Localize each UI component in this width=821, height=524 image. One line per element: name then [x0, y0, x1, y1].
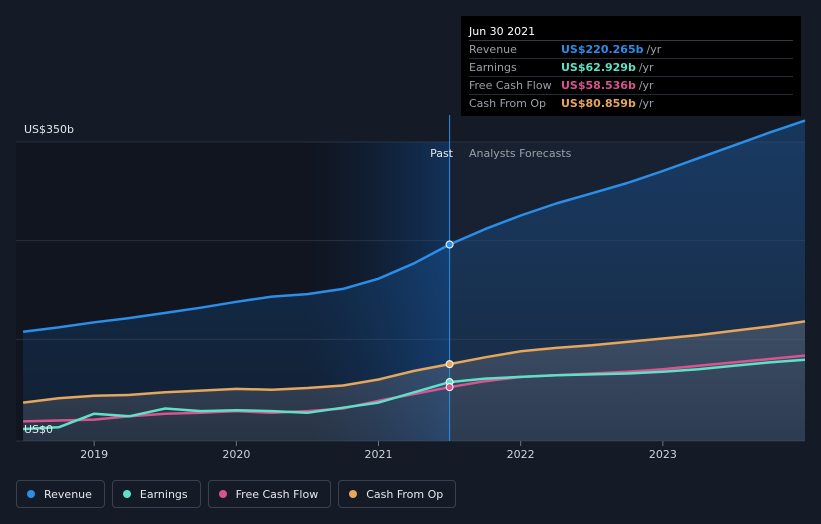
tooltip-unit: /yr — [646, 43, 662, 56]
tooltip: Jun 30 2021 Revenue US$220.265b /yr Earn… — [461, 16, 801, 116]
earnings-line — [23, 358, 806, 431]
legend-dot-icon — [27, 490, 35, 498]
tooltip-label: Free Cash Flow — [469, 79, 552, 92]
x-tick-label: 2022 — [507, 448, 535, 461]
x-tick-label: 2020 — [222, 448, 250, 461]
x-tick-label: 2019 — [80, 448, 108, 461]
revenue-line — [22, 119, 806, 333]
revenue-marker — [445, 240, 454, 249]
tooltip-label: Cash From Op — [469, 97, 547, 110]
legend-label: Earnings — [139, 487, 188, 501]
x-tick-label: 2021 — [365, 448, 393, 461]
tooltip-label: Revenue — [469, 43, 517, 56]
legend-dot-icon — [122, 490, 131, 498]
free-cash-flow-line — [23, 354, 806, 423]
legend-dot-icon — [349, 490, 358, 498]
free-cash-flow-marker — [445, 383, 454, 392]
tooltip-unit: /yr — [638, 79, 654, 92]
tooltip-value: US$80.859b — [561, 97, 636, 110]
y-axis-top-label: US$350b — [24, 123, 74, 136]
tooltip-value: US$58.536b — [561, 79, 636, 92]
legend-label: Revenue — [44, 487, 92, 501]
y-axis-bottom-label: US$0 — [24, 423, 53, 436]
legend-label: Cash From Op — [366, 487, 444, 501]
tooltip-value: US$220.265b — [561, 43, 644, 56]
legend-item-revenue[interactable]: Revenue — [16, 480, 105, 508]
tooltip-row-revenue: Revenue US$220.265b /yr — [469, 41, 793, 59]
tooltip-value: US$62.929b — [561, 61, 636, 74]
legend-item-earnings[interactable]: Earnings — [111, 480, 201, 508]
tooltip-row-earnings: Earnings US$62.929b /yr — [469, 59, 793, 77]
tooltip-row-cash-from-op: Cash From Op US$80.859b /yr — [469, 95, 793, 112]
tooltip-date: Jun 30 2021 — [469, 24, 793, 41]
legend-dot-icon — [218, 490, 227, 498]
forecast-label: Analysts Forecasts — [469, 147, 572, 160]
legend-item-cash-from-op[interactable]: Cash From Op — [338, 480, 457, 508]
tooltip-label: Earnings — [469, 61, 517, 74]
legend-item-free-cash-flow[interactable]: Free Cash Flow — [207, 480, 332, 508]
x-tick-label: 2023 — [649, 448, 677, 461]
past-label: Past — [430, 147, 454, 160]
tooltip-row-free-cash-flow: Free Cash Flow US$58.536b /yr — [469, 77, 793, 95]
cash-from-op-marker — [445, 360, 454, 369]
tooltip-unit: /yr — [638, 97, 654, 110]
legend: Revenue Earnings Free Cash Flow Cash Fro… — [16, 480, 457, 508]
legend-label: Free Cash Flow — [235, 487, 319, 501]
cash-from-op-line — [22, 320, 806, 404]
tooltip-unit: /yr — [638, 61, 654, 74]
